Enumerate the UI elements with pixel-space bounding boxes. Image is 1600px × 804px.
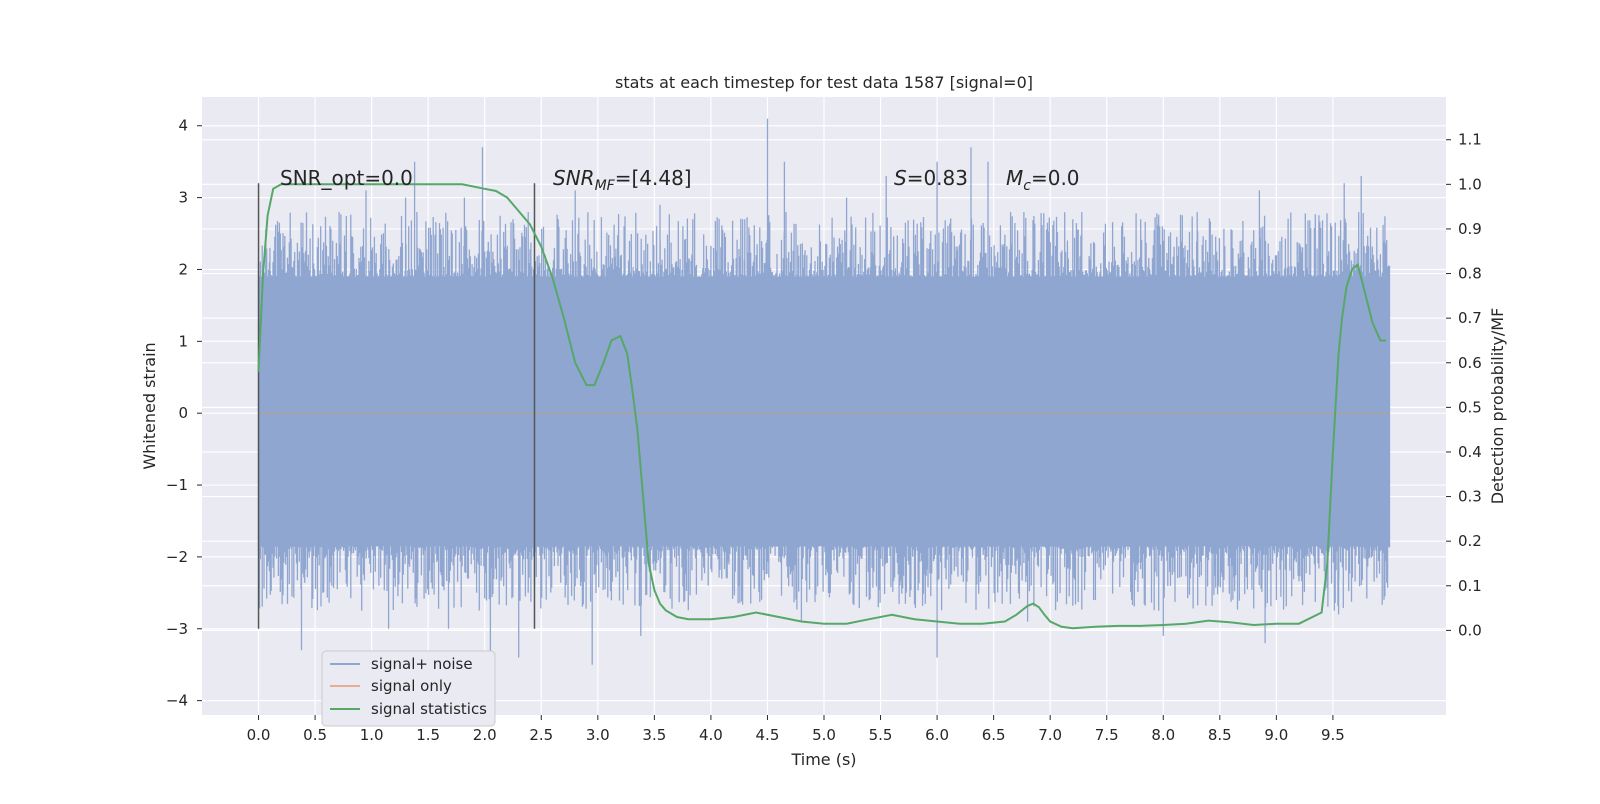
x-tick-label: 7.0 — [1038, 726, 1062, 744]
y-right-tick-label: 1.1 — [1458, 131, 1482, 149]
annotation-snr-opt: SNR_opt=0.0 — [280, 166, 413, 190]
legend-label-signal-statistics: signal statistics — [371, 700, 487, 718]
y-right-tick-label: 0.9 — [1458, 220, 1482, 238]
signal-statistics-line — [257, 183, 1387, 630]
annotation-snr-mf: SNRMF=[4.48] — [553, 166, 692, 194]
y-left-tick-label: 1 — [178, 332, 188, 350]
x-tick-label: 6.0 — [925, 726, 949, 744]
y-right-tick-label: 0.3 — [1458, 488, 1482, 506]
y-left-tick-label: −1 — [166, 476, 188, 494]
y-right-tick-label: 0.2 — [1458, 532, 1482, 550]
annotation-s: S=0.83 — [894, 166, 968, 190]
x-tick-label: 0.5 — [303, 726, 327, 744]
x-tick-label: 8.5 — [1208, 726, 1232, 744]
y-right-tick-label: 0.1 — [1458, 577, 1482, 595]
legend-label-signal-plus-noise: signal+ noise — [371, 655, 473, 673]
x-tick-label: 1.0 — [360, 726, 384, 744]
x-tick-label: 3.5 — [642, 726, 666, 744]
y-left-tick-label: 4 — [178, 117, 188, 135]
series-signal-plus-noise — [257, 118, 1391, 665]
y-left-tick-label: 2 — [178, 260, 188, 278]
x-tick-label: 2.0 — [473, 726, 497, 744]
y-right-tick-label: 0.4 — [1458, 443, 1482, 461]
x-tick-label: 0.0 — [247, 726, 271, 744]
x-tick-label: 9.0 — [1264, 726, 1288, 744]
y-right-tick-label: 0.7 — [1458, 309, 1482, 327]
y-left-tick-label: −4 — [166, 692, 188, 710]
y-right-tick-label: 0.6 — [1458, 354, 1482, 372]
y-left-tick-label: 0 — [178, 404, 188, 422]
x-tick-label: 2.5 — [529, 726, 553, 744]
legend-box — [321, 650, 496, 727]
x-tick-label: 3.0 — [586, 726, 610, 744]
x-tick-label: 4.0 — [699, 726, 723, 744]
x-tick-label: 5.0 — [812, 726, 836, 744]
x-axis-label: Time (s) — [790, 750, 856, 769]
y-right-tick-label: 0.8 — [1458, 265, 1482, 283]
marker-lines — [257, 183, 536, 629]
legend-label-signal-only: signal only — [371, 677, 452, 695]
x-tick-label: 5.5 — [869, 726, 893, 744]
y-right-tick-label: 0.0 — [1458, 621, 1482, 639]
legend: signal+ noise signal only signal statist… — [321, 650, 496, 727]
y-axis-label-right: Detection probability/MF — [1488, 308, 1507, 505]
y-left-tick-label: 3 — [178, 189, 188, 207]
x-tick-label: 8.0 — [1151, 726, 1175, 744]
x-tick-label: 9.5 — [1321, 726, 1345, 744]
y-right-tick-label: 1.0 — [1458, 175, 1482, 193]
x-tick-label: 7.5 — [1095, 726, 1119, 744]
chart-title: stats at each timestep for test data 158… — [615, 73, 1033, 92]
y-left-tick-label: −3 — [166, 620, 188, 638]
y-right-tick-label: 0.5 — [1458, 398, 1482, 416]
series-signal-statistics — [257, 183, 1387, 630]
y-axis-label-left: Whitened strain — [140, 342, 159, 469]
annotation-mc: Mc=0.0 — [1006, 166, 1080, 194]
x-tick-label: 1.5 — [416, 726, 440, 744]
x-tick-label: 4.5 — [756, 726, 780, 744]
x-tick-label: 6.5 — [982, 726, 1006, 744]
y-left-tick-label: −2 — [166, 548, 188, 566]
ticks: 0.0 0.5 1.0 1.5 2.0 2.5 3.0 3.5 4.0 4.5 5.0 5.5 6.0 6… — [166, 117, 1482, 744]
